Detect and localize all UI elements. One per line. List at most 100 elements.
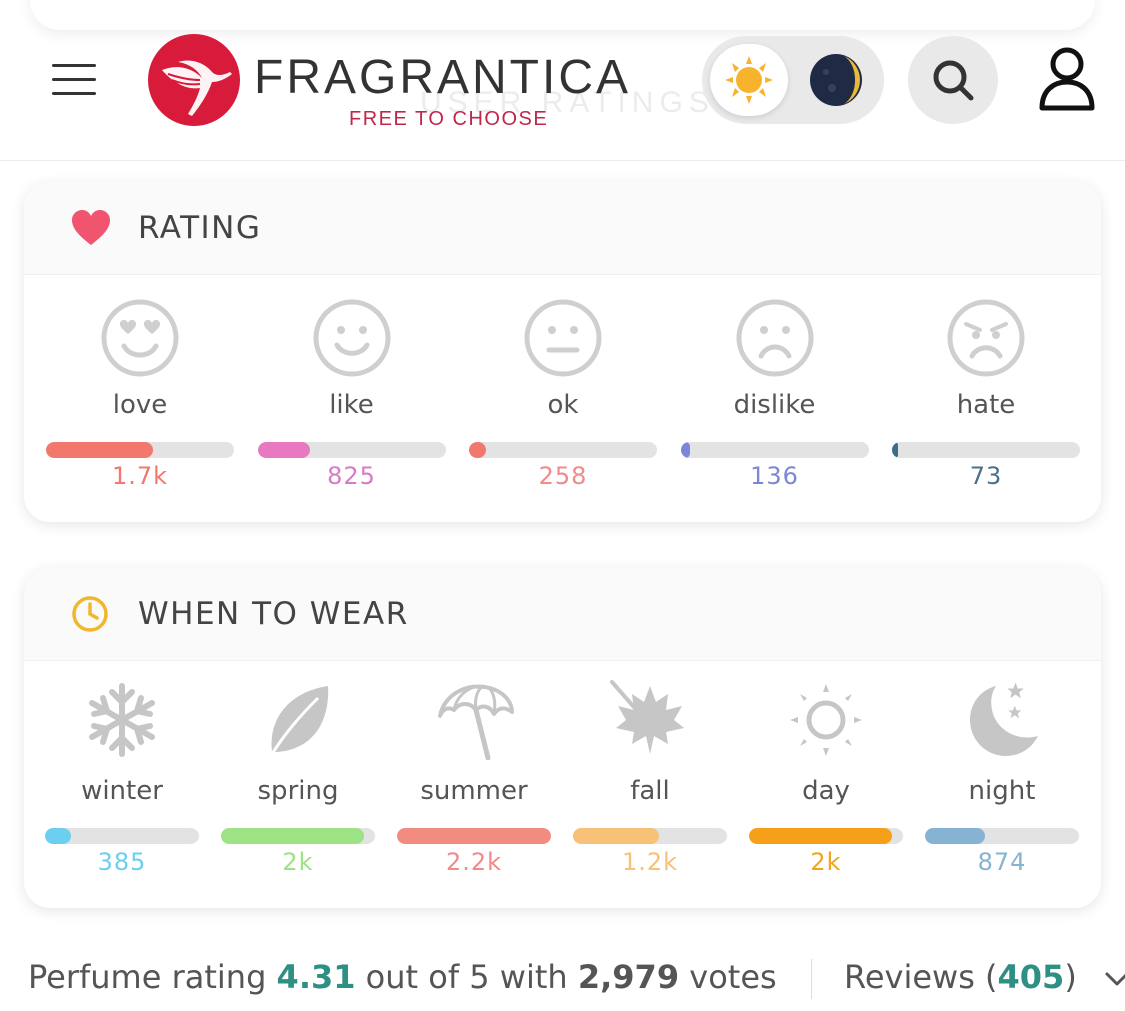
progress-bar bbox=[925, 828, 1079, 844]
item-label: day bbox=[802, 776, 850, 806]
votes-label: votes bbox=[689, 958, 777, 996]
list-item-hate: hate 73 bbox=[886, 274, 1086, 514]
item-label: love bbox=[112, 390, 168, 420]
progress-bar bbox=[749, 828, 903, 844]
frown-face-icon bbox=[735, 298, 815, 382]
brand-name[interactable]: FRAGRANTICA bbox=[254, 51, 632, 104]
maple-leaf-icon bbox=[610, 680, 690, 764]
when-to-wear-header: WHEN TO WEAR bbox=[24, 568, 1101, 661]
section-ghost-heading: USER RATINGS bbox=[420, 86, 715, 119]
progress-fill bbox=[573, 828, 660, 844]
list-item-day: day 2k bbox=[741, 660, 911, 900]
progress-bar bbox=[397, 828, 551, 844]
heart-eyes-face-icon bbox=[100, 298, 180, 382]
when-to-wear-title: WHEN TO WEAR bbox=[138, 596, 409, 632]
item-label: fall bbox=[630, 776, 670, 806]
rating-title: RATING bbox=[138, 210, 262, 246]
snowflake-icon bbox=[82, 680, 162, 764]
moon-icon bbox=[810, 54, 862, 106]
progress-fill bbox=[469, 442, 486, 458]
item-label: winter bbox=[81, 776, 163, 806]
hamburger-icon bbox=[52, 64, 96, 67]
list-item-summer: summer 2.2k bbox=[389, 660, 559, 900]
list-item-winter: winter 385 bbox=[37, 660, 207, 900]
item-count: 1.7k bbox=[111, 462, 169, 490]
progress-fill bbox=[46, 442, 154, 458]
heart-icon bbox=[72, 210, 110, 245]
rating-value: 4.31 bbox=[276, 958, 356, 996]
rating-card-header: RATING bbox=[24, 182, 1101, 275]
umbrella-icon bbox=[434, 680, 514, 764]
moon-stars-icon bbox=[962, 680, 1042, 764]
rating-card: RATING love 1.7k like 825 ok 258 dislike 136 hat… bbox=[24, 182, 1101, 522]
theme-toggle[interactable] bbox=[702, 36, 884, 124]
item-label: night bbox=[968, 776, 1036, 806]
list-item-like: like 825 bbox=[252, 274, 452, 514]
item-count: 825 bbox=[327, 462, 376, 490]
item-count: 2.2k bbox=[445, 848, 503, 876]
when-to-wear-card: WHEN TO WEAR winter 385 spring 2k summer 2.2k… bbox=[24, 568, 1101, 908]
rating-summary: Perfume rating 4.31 out of 5 with 2,979 … bbox=[28, 958, 1125, 999]
search-button[interactable] bbox=[908, 36, 998, 124]
list-item-ok: ok 258 bbox=[463, 274, 663, 514]
progress-fill bbox=[45, 828, 72, 844]
clock-icon bbox=[72, 596, 108, 632]
search-icon bbox=[933, 60, 974, 101]
progress-fill bbox=[892, 442, 898, 458]
logo-icon[interactable] bbox=[148, 34, 240, 126]
user-icon bbox=[1039, 47, 1095, 111]
item-count: 136 bbox=[750, 462, 799, 490]
smile-face-icon bbox=[312, 298, 392, 382]
progress-fill bbox=[257, 442, 311, 458]
top-bar-strip bbox=[30, 0, 1095, 30]
progress-bar bbox=[680, 442, 869, 458]
item-count: 2k bbox=[810, 848, 842, 876]
list-item-fall: fall 1.2k bbox=[565, 660, 735, 900]
site-header: USER RATINGS FRAGRANTICA FREE TO CHOOSE bbox=[0, 0, 1125, 161]
list-item-dislike: dislike 136 bbox=[675, 274, 875, 514]
out-of-label: out of 5 with bbox=[365, 958, 568, 996]
progress-bar bbox=[257, 442, 446, 458]
item-count: 258 bbox=[538, 462, 588, 490]
progress-bar bbox=[45, 828, 199, 844]
progress-fill bbox=[749, 828, 893, 844]
neutral-face-icon bbox=[523, 298, 603, 382]
progress-bar bbox=[573, 828, 727, 844]
sun-icon bbox=[786, 680, 866, 764]
item-count: 385 bbox=[97, 848, 147, 876]
list-item-spring: spring 2k bbox=[213, 660, 383, 900]
item-count: 874 bbox=[977, 848, 1027, 876]
reviews-close: ) bbox=[1064, 958, 1077, 996]
progress-bar bbox=[46, 442, 234, 458]
progress-bar bbox=[221, 828, 375, 844]
reviews-link[interactable]: Reviews (405) bbox=[844, 958, 1077, 996]
dark-mode-option[interactable] bbox=[808, 52, 864, 108]
progress-bar bbox=[892, 442, 1080, 458]
item-label: summer bbox=[420, 776, 528, 806]
sun-icon bbox=[725, 56, 773, 104]
votes-count: 2,979 bbox=[577, 958, 680, 996]
item-count: 73 bbox=[969, 462, 1003, 490]
reviews-count: 405 bbox=[997, 958, 1065, 996]
list-item-night: night 874 bbox=[917, 660, 1087, 900]
divider bbox=[810, 959, 812, 999]
reviews-label: Reviews ( bbox=[844, 958, 998, 996]
progress-bar bbox=[469, 442, 657, 458]
perfume-rating-label: Perfume rating bbox=[28, 958, 267, 996]
progress-fill bbox=[397, 828, 551, 844]
menu-button[interactable] bbox=[52, 64, 96, 98]
brand-tagline: FREE TO CHOOSE bbox=[349, 108, 549, 130]
item-label: hate bbox=[956, 390, 1016, 420]
item-label: like bbox=[329, 390, 374, 420]
chevron-down-icon[interactable] bbox=[1103, 969, 1125, 989]
item-label: spring bbox=[257, 776, 339, 806]
item-label: dislike bbox=[733, 390, 816, 420]
item-count: 2k bbox=[282, 848, 314, 876]
item-count: 1.2k bbox=[621, 848, 679, 876]
angry-face-icon bbox=[946, 298, 1026, 382]
progress-fill bbox=[680, 442, 690, 458]
user-account-button[interactable] bbox=[1036, 44, 1098, 114]
progress-fill bbox=[925, 828, 986, 844]
progress-fill bbox=[221, 828, 365, 844]
light-mode-option[interactable] bbox=[710, 44, 788, 116]
